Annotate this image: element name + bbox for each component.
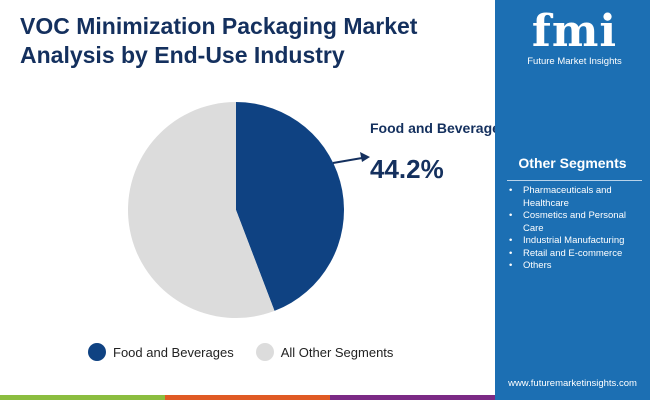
list-item: Retail and E-commerce bbox=[509, 248, 649, 261]
legend-label: All Other Segments bbox=[280, 344, 394, 360]
logo-mark: fmi bbox=[531, 6, 618, 57]
legend-item-food-and-beverages: Food and Beverages bbox=[88, 343, 234, 361]
list-item: Industrial Manufacturing bbox=[509, 235, 649, 248]
fmi-logo: fmi Future Market Insights bbox=[517, 8, 632, 72]
list-item: Cosmetics and Personal Care bbox=[509, 210, 649, 235]
pie-slice-all-other-segments bbox=[128, 102, 275, 318]
footer-bar-purple bbox=[330, 395, 495, 400]
pie-slice-food-and-beverages bbox=[236, 102, 345, 311]
legend-label: Food and Beverages bbox=[113, 344, 234, 360]
callout-label: Food and Beverages bbox=[370, 120, 508, 136]
other-segments-heading: Other Segments bbox=[518, 155, 627, 171]
other-segments-list: Pharmaceuticals and Healthcare Cosmetics… bbox=[509, 185, 649, 273]
list-item: Others bbox=[509, 260, 649, 273]
divider bbox=[507, 180, 642, 181]
pie-chart bbox=[128, 102, 370, 318]
list-item: Pharmaceuticals and Healthcare bbox=[509, 185, 649, 210]
callout-arrow-line bbox=[332, 157, 363, 164]
sidebar: fmi Future Market Insights Other Segment… bbox=[495, 0, 650, 400]
callout-arrow-head bbox=[360, 152, 370, 162]
logo-text: Future Market Insights bbox=[527, 56, 622, 67]
chart-title: VOC Minimization Packaging Market Analys… bbox=[20, 13, 418, 68]
legend-swatch bbox=[88, 343, 106, 361]
footer-bar-green bbox=[0, 395, 165, 400]
website-url: www.futuremarketinsights.com bbox=[508, 378, 637, 389]
legend: Food and Beverages All Other Segments bbox=[88, 343, 415, 361]
callout-value: 44.2% bbox=[370, 154, 444, 184]
legend-swatch bbox=[255, 343, 274, 361]
legend-item-all-other-segments: All Other Segments bbox=[255, 343, 394, 361]
footer-bar-orange bbox=[165, 395, 330, 400]
